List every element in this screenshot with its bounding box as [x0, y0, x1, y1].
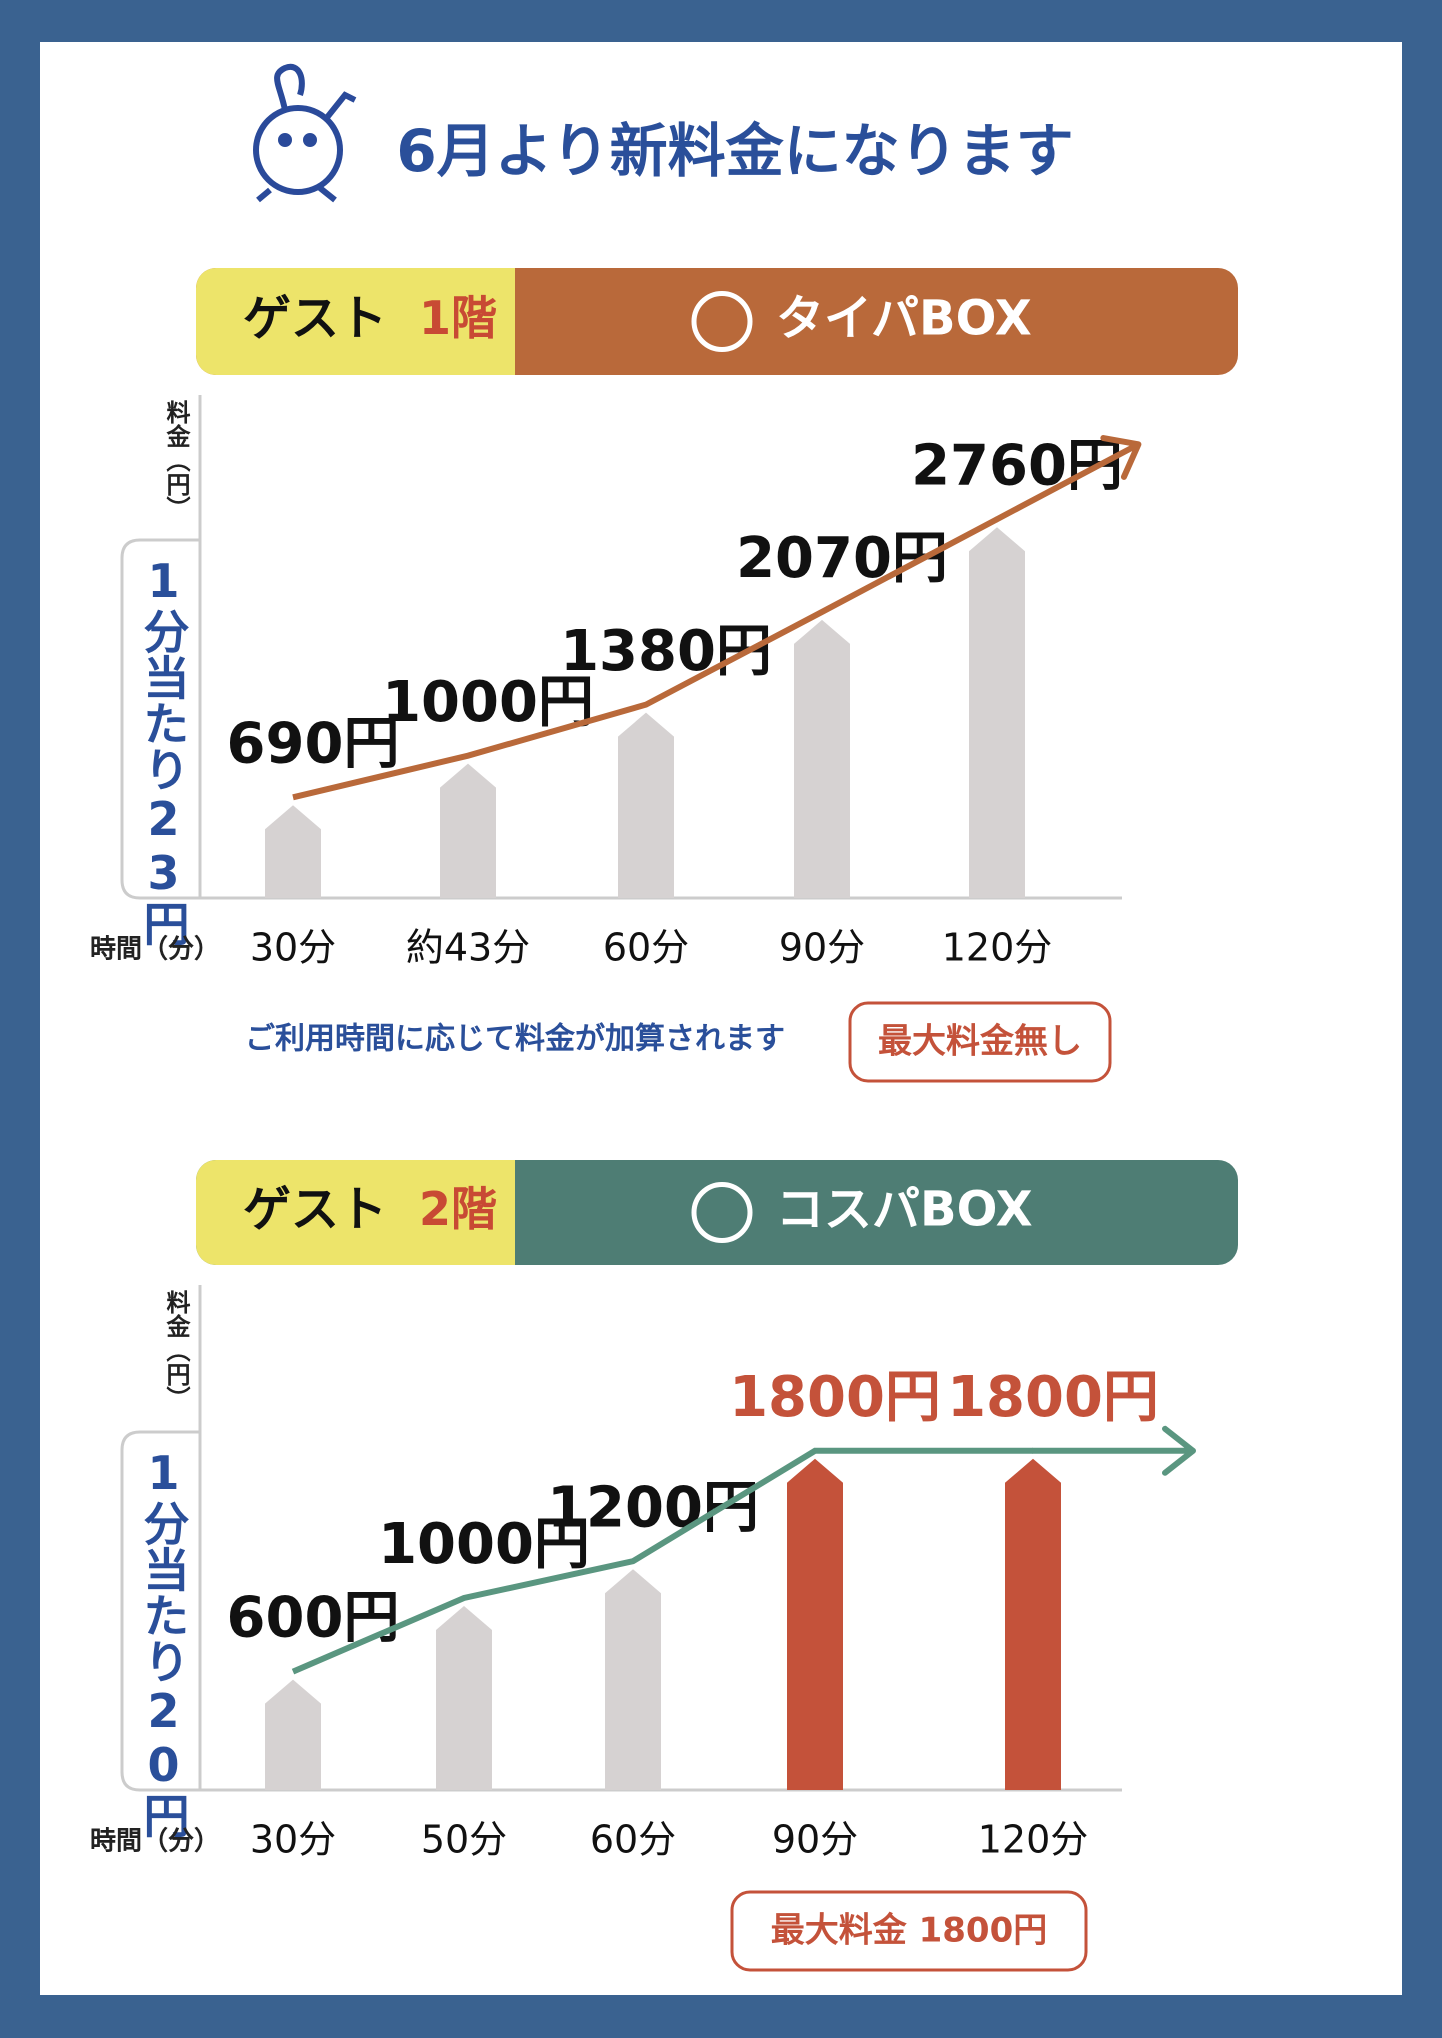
x-axis-label: 時間（分）: [90, 935, 220, 965]
value-label: 1000円: [382, 670, 594, 735]
banner-floor: 1階: [419, 291, 497, 345]
x-tick-label: 120分: [942, 926, 1053, 970]
value-label: 2070円: [736, 526, 948, 591]
banner-icon: [691, 291, 753, 352]
badge: 最大料金無し: [878, 1022, 1082, 1062]
trend-arrow: [994, 435, 1142, 523]
mascot: [253, 63, 357, 203]
value-label: 600円: [227, 1586, 400, 1651]
value-label: 1000円: [378, 1512, 590, 1577]
trend-arrow: [1030, 1425, 1196, 1476]
x-tick-label: 30分: [250, 1818, 336, 1862]
x-tick-label: 120分: [978, 1818, 1089, 1862]
banner-floor: 2階: [419, 1182, 497, 1236]
rate-label: 1分当たり23円: [137, 554, 191, 946]
bar: [787, 1458, 843, 1790]
banner-left: [196, 1160, 515, 1265]
value-label: 1200円: [547, 1475, 759, 1540]
page-title: 6月より新料金になります: [396, 117, 1073, 185]
banner-name: コスパBOX: [776, 1182, 1033, 1238]
trend-line: [292, 516, 999, 801]
bar: [794, 619, 850, 898]
x-tick-label: 50分: [421, 1818, 507, 1862]
value-label: 1800円: [947, 1365, 1159, 1430]
value-label: 2760円: [911, 433, 1123, 498]
banner-guest: ゲスト: [243, 1182, 387, 1238]
x-tick-label: 60分: [603, 926, 689, 970]
bar: [265, 1679, 321, 1790]
x-tick-label: 30分: [250, 926, 336, 970]
y-axis-label: 料金（円）: [162, 1290, 191, 1410]
badge-box: [848, 1001, 1112, 1083]
badge: 最大料金 1800円: [771, 1911, 1047, 1951]
trend-line: [291, 1447, 1033, 1675]
x-tick-label: 60分: [590, 1818, 676, 1862]
banner-guest: ゲスト: [243, 291, 387, 347]
bar: [265, 805, 321, 898]
rate-bracket: [120, 538, 200, 900]
bar: [605, 1569, 661, 1790]
bar: [1005, 1458, 1061, 1790]
bar: [618, 712, 674, 898]
bar: [436, 1606, 492, 1790]
x-axis-label: 時間（分）: [90, 1827, 220, 1857]
x-tick-label: 90分: [779, 926, 865, 970]
rate-bracket: [120, 1430, 200, 1792]
badge-box: [730, 1890, 1088, 1972]
value-label: 690円: [227, 711, 400, 776]
rate-label: 1分当たり20円: [137, 1446, 191, 1838]
value-label: 1380円: [560, 619, 772, 684]
note: ご利用時間に応じて料金が加算されます: [245, 1022, 785, 1057]
banner-name: タイパBOX: [776, 291, 1032, 347]
x-tick-label: 90分: [772, 1818, 858, 1862]
bar: [969, 527, 1025, 898]
x-tick-label: 約43分: [406, 926, 530, 970]
bar: [440, 763, 496, 898]
banner-icon: [691, 1182, 753, 1243]
value-label: 1800円: [729, 1365, 941, 1430]
banner-left: [196, 268, 515, 375]
y-axis-label: 料金（円）: [162, 400, 191, 520]
